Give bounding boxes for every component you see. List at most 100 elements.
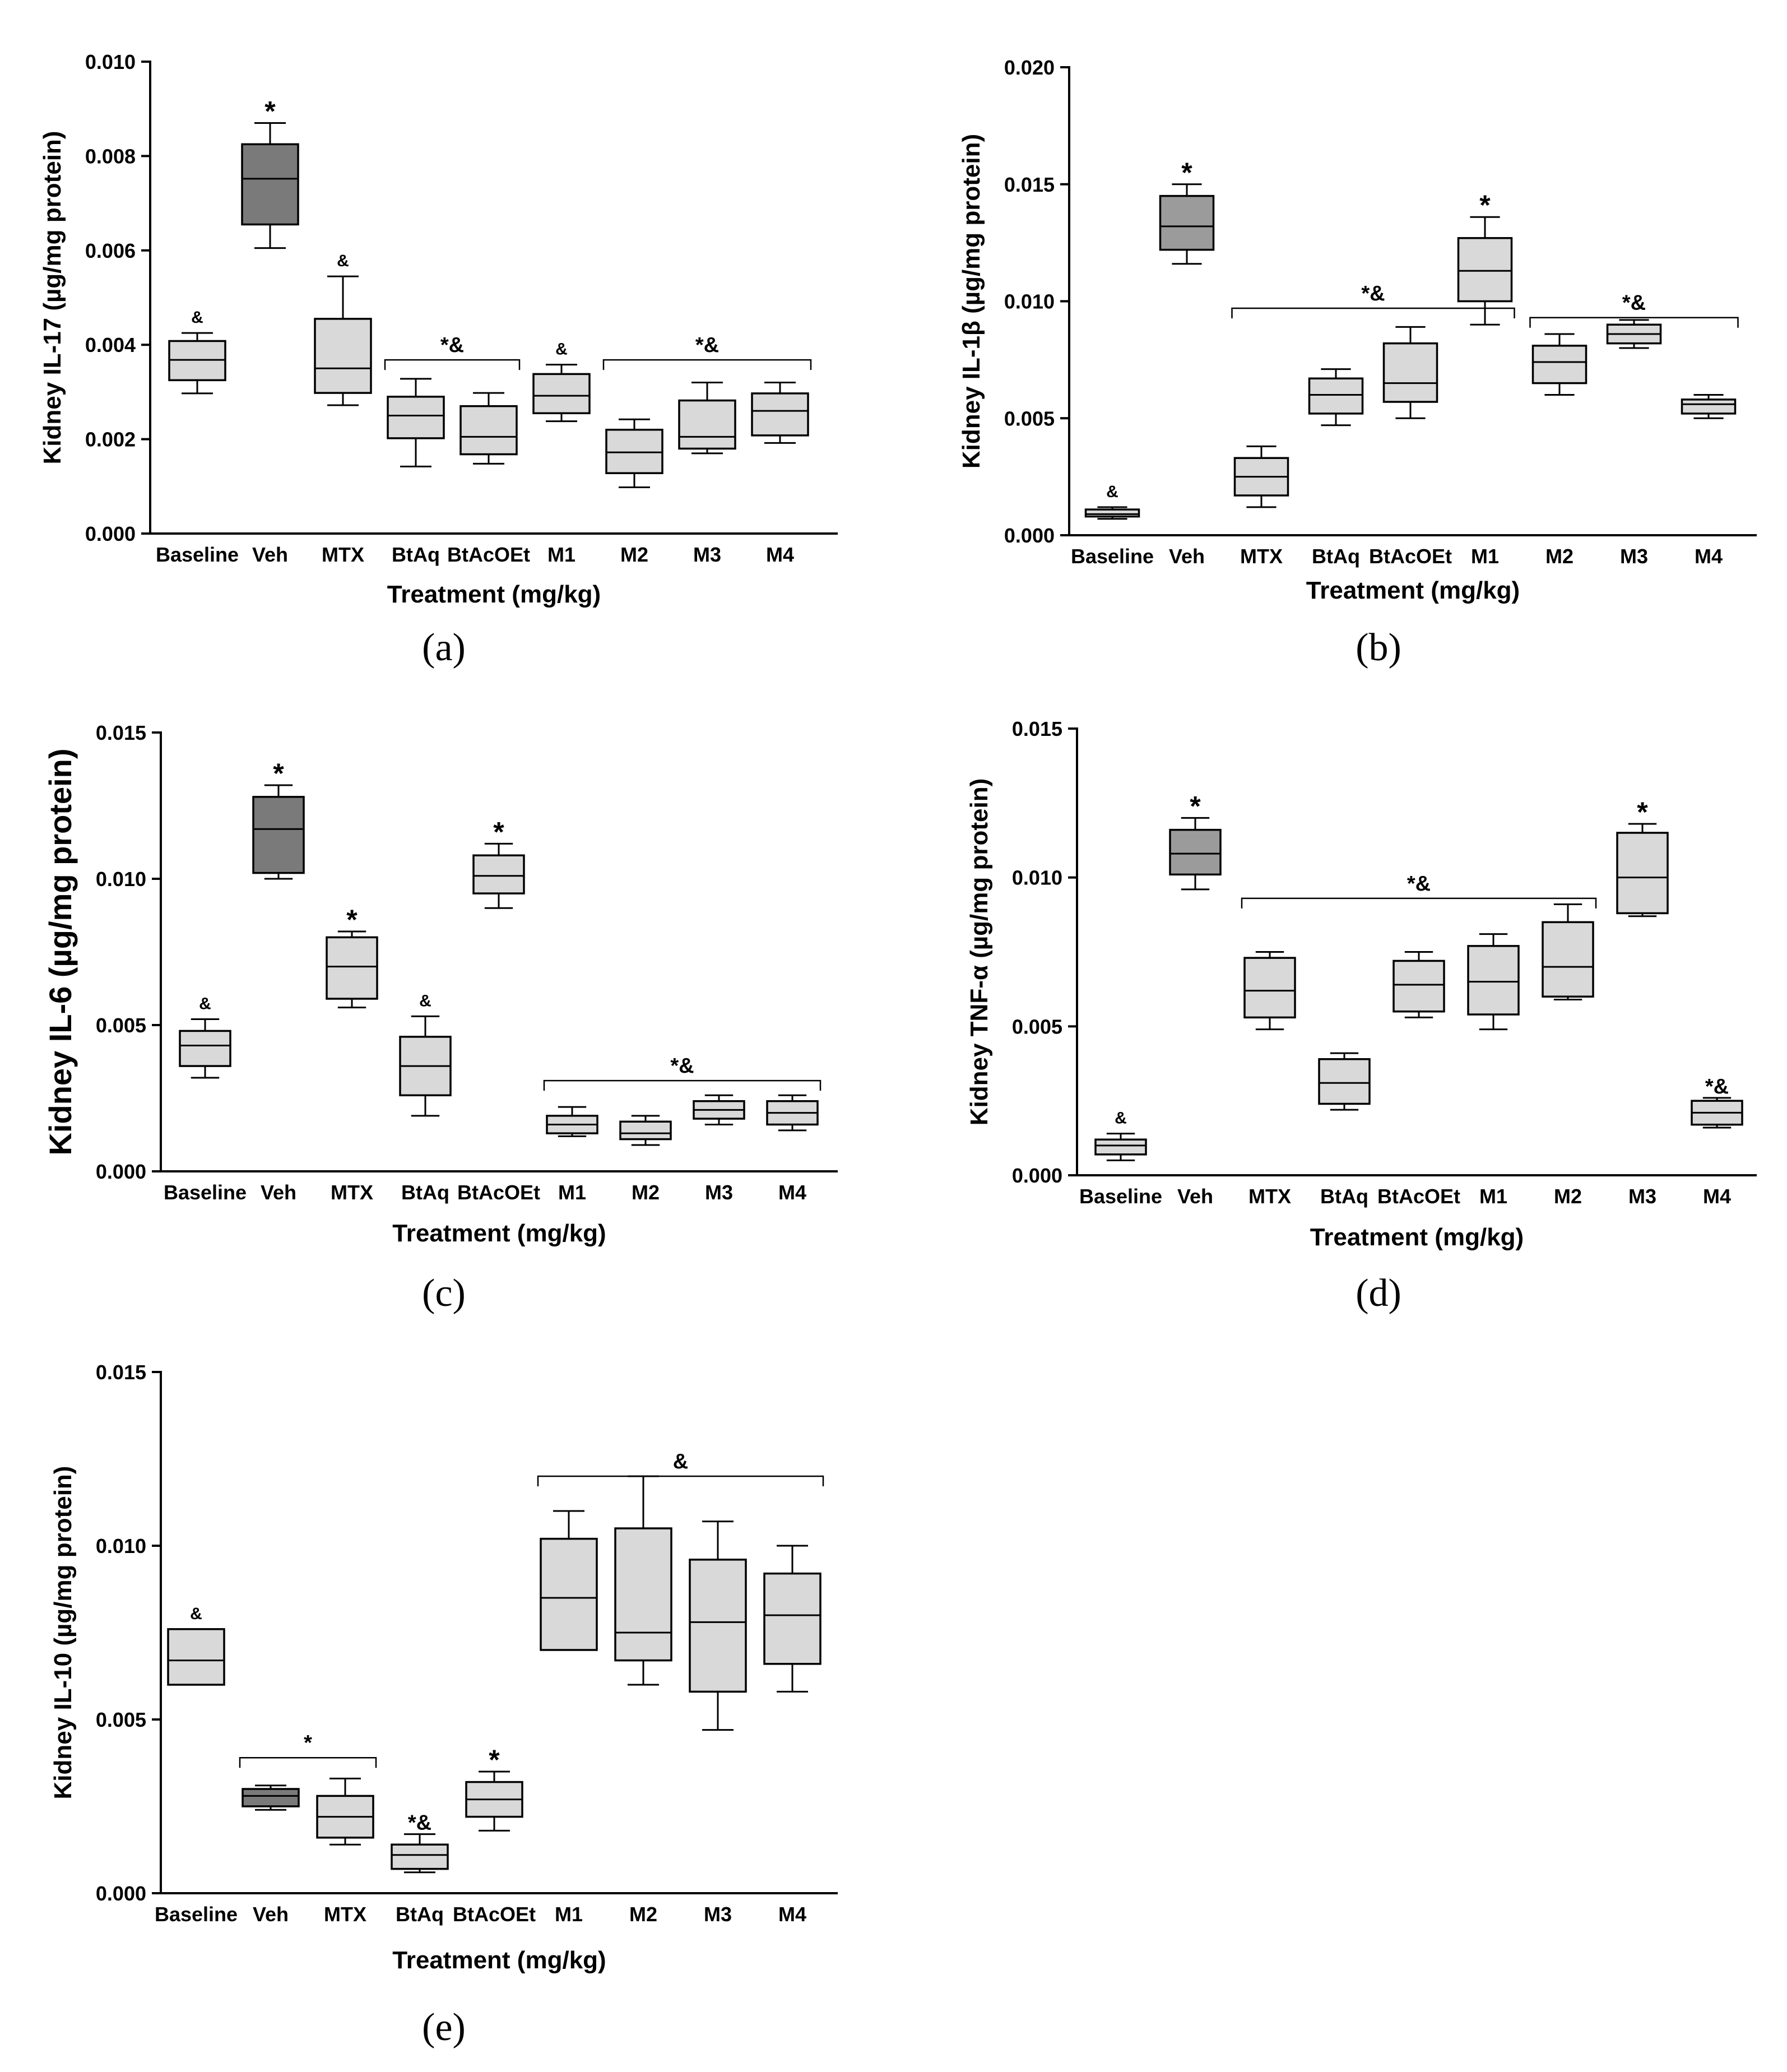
bracket-line <box>1529 317 1739 328</box>
x-tick-label: BtAq <box>396 1903 444 1926</box>
box-veh: * <box>241 95 299 249</box>
x-tick-label: Veh <box>1169 545 1205 568</box>
y-tick-label: 0.005 <box>1012 1015 1062 1038</box>
significance-marker: *& <box>1705 1075 1729 1098</box>
box-mtx <box>316 1777 374 1846</box>
significance-bracket: *& <box>543 1054 821 1091</box>
box-m3 <box>1606 319 1662 349</box>
chart-panel-a: 0.000 0.002 0.004 0.006 0.008 0.010 Kidney IL-… <box>39 50 838 669</box>
y-axis-title: Kidney IL-6 (µg/mg protein) <box>43 748 78 1155</box>
bracket-label: *& <box>1407 872 1431 896</box>
box-body <box>1681 398 1737 415</box>
box-body <box>1531 345 1588 384</box>
significance-marker: * <box>346 904 358 935</box>
significance-marker: & <box>337 252 349 270</box>
box-body <box>614 1527 672 1662</box>
box-body <box>1382 342 1438 403</box>
x-axis-title: Treatment (mg/kg) <box>387 581 601 608</box>
x-tick-label: MTX <box>322 543 364 566</box>
bracket-label: & <box>673 1450 688 1473</box>
x-tick-label: BtAq <box>392 543 440 566</box>
box-body <box>1159 194 1215 251</box>
bracket-line <box>1241 897 1597 908</box>
box-body <box>459 405 518 456</box>
y-tick-label: 0.015 <box>1004 173 1055 196</box>
box-btaq <box>387 378 445 467</box>
box-btaq: & <box>399 991 452 1117</box>
box-m2 <box>1531 333 1588 396</box>
x-tick-label: M3 <box>1628 1185 1656 1208</box>
y-axis-title: Kidney IL-17 (µg/mg protein) <box>39 131 66 465</box>
significance-marker: & <box>419 991 431 1010</box>
box-body <box>540 1537 598 1651</box>
x-tick-label: MTX <box>331 1181 373 1204</box>
box-body <box>1308 377 1364 415</box>
y-tick-label: 0.000 <box>96 1160 146 1183</box>
significance-marker: * <box>1190 790 1201 822</box>
bracket-label: *& <box>670 1054 694 1078</box>
box-body <box>472 854 525 894</box>
box-mtx <box>1233 445 1289 508</box>
box-body <box>1318 1058 1371 1105</box>
box-btacoet <box>1382 326 1438 419</box>
panel-label: (c) <box>422 1272 466 1315</box>
box-mtx <box>1243 951 1296 1031</box>
box-body <box>751 392 809 437</box>
box-body <box>1616 832 1669 915</box>
bracket-label: *& <box>1361 282 1385 305</box>
chart-panel-b: 0.000 0.005 0.010 0.015 0.020 Kidney IL-1β (µ… <box>958 56 1757 669</box>
x-tick-label: M1 <box>555 1903 583 1926</box>
x-tick-label: BtAq <box>1320 1185 1368 1208</box>
box-m3 <box>693 1094 745 1125</box>
chart-panel-d: 0.000 0.005 0.010 0.015 Kidney TNF-α (µg/mg … <box>966 717 1757 1315</box>
box-baseline: & <box>179 995 231 1079</box>
significance-bracket: *& <box>1231 282 1515 319</box>
box-m4: *& <box>1691 1075 1743 1129</box>
x-tick-label: Veh <box>253 1903 289 1926</box>
x-tick-label: BtAq <box>1312 545 1360 568</box>
box-veh: * <box>252 758 305 880</box>
x-tick-label: Baseline <box>156 543 239 566</box>
box-body <box>619 1120 672 1141</box>
x-tick-label: M1 <box>558 1181 586 1204</box>
x-tick-label: Baseline <box>1079 1185 1162 1208</box>
x-tick-label: M3 <box>1620 545 1648 568</box>
panel-label: (d) <box>1356 1272 1401 1315</box>
significance-marker: * <box>1181 157 1192 188</box>
bracket-label: *& <box>1622 291 1646 315</box>
significance-marker: & <box>555 340 568 359</box>
y-tick-label: 0.004 <box>85 333 136 356</box>
y-tick-label: 0.010 <box>1012 866 1062 889</box>
bracket-label: * <box>304 1731 312 1755</box>
box-m4 <box>1681 394 1737 419</box>
box-body <box>179 1030 231 1067</box>
x-tick-label: BtAq <box>401 1181 449 1204</box>
box-m1: * <box>1457 189 1513 326</box>
box-btaq <box>1318 1052 1371 1111</box>
y-tick-label: 0.000 <box>85 522 136 545</box>
x-tick-label: MTX <box>1240 545 1283 568</box>
significance-bracket: & <box>537 1450 824 1486</box>
box-body <box>314 318 372 394</box>
x-axis-title: Treatment (mg/kg) <box>1306 577 1520 604</box>
box-m4 <box>766 1094 819 1132</box>
box-btaq: *& <box>391 1811 449 1874</box>
box-body <box>167 1628 225 1686</box>
box-baseline: & <box>168 308 226 395</box>
x-tick-label: MTX <box>324 1903 366 1926</box>
significance-marker: *& <box>408 1811 431 1835</box>
y-axis-title: Kidney IL-1β (µg/mg protein) <box>958 134 985 469</box>
x-tick-label: M2 <box>1554 1185 1582 1208</box>
box-body <box>242 1788 300 1807</box>
significance-marker: & <box>191 308 203 327</box>
box-body <box>326 936 378 1000</box>
x-tick-label: M1 <box>1471 545 1499 568</box>
x-tick-label: Veh <box>1177 1185 1213 1208</box>
significance-marker: * <box>264 95 276 127</box>
y-tick-label: 0.008 <box>85 145 136 168</box>
significance-bracket: *& <box>602 333 812 370</box>
x-tick-label: BtAcOEt <box>1377 1185 1460 1208</box>
x-tick-label: BtAcOEt <box>453 1903 536 1926</box>
box-btacoet <box>1393 951 1445 1018</box>
y-tick-label: 0.010 <box>96 868 146 891</box>
